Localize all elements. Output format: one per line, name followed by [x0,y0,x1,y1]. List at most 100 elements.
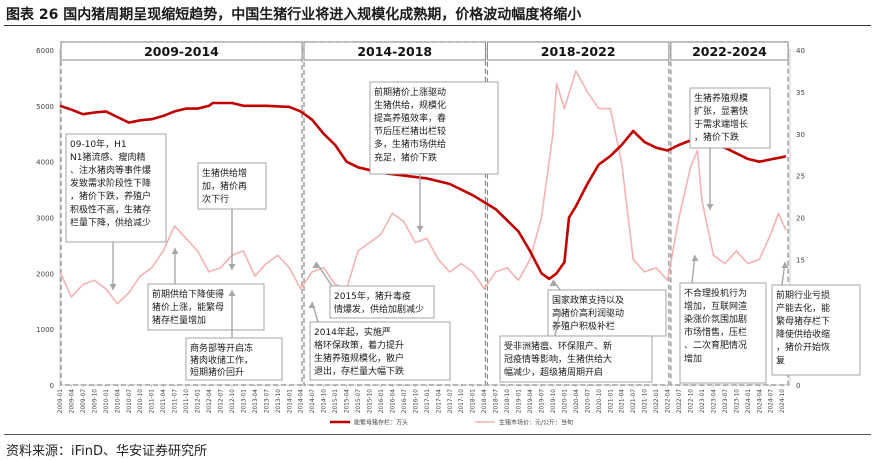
period-header [303,41,486,61]
period-label: 2009-2014 [144,44,219,59]
annotation-line: 2015年，猪升毒疫 [334,290,411,302]
annotation: 生猪供给增加，猪价再次下行 [197,162,267,270]
annotation-box [329,285,435,319]
annotation-line: 栏量下降，供给减少 [70,216,151,228]
annotation-text: 09-10年，H1 N1猪流感、瘦肉精、注水猪肉等事件爆发致需求阶段性下降，猪价下… [70,138,151,228]
title-divider [4,25,871,26]
annotation-line: 受非洲猪瘟、环保限产、新 [504,340,612,352]
annotation-line: 09-10年，H1 [70,138,127,150]
series-lines [59,70,787,305]
x-tick-label: 2019-10 [551,389,557,414]
x-tick-label: 2020-01 [562,389,568,414]
annotation-box [679,282,767,384]
x-tick-label: 2021-04 [620,389,626,414]
x-tick-label: 2023-07 [723,389,729,414]
x-tick-label: 2024-10 [780,389,786,414]
annotation-line: 节后压栏猪出栏较 [374,125,446,137]
annotation-box [369,81,499,175]
x-tick-label: 2023-10 [734,389,740,414]
x-tick-label: 2015-01 [333,389,339,414]
x-tick-label: 2009-07 [81,389,87,414]
annotation-line: 积极性不高，生猪存 [70,203,151,215]
x-axis-ticks: 2009-01 2009-04 2009-07 2009-10 2010-01 2010-… [58,385,786,413]
period-boxes: 2009-2014 2014-2018 2018-2022 2022-2024 [60,41,789,386]
x-tick-label: 2016-10 [413,389,419,414]
annotation-box [771,284,861,376]
annotation-box [499,335,653,383]
annotation-line: 多，生猪市场供给 [374,138,446,150]
annotation-arrow-head [228,290,236,296]
annotation-arrow-head [416,226,424,232]
annotation-text: 前期猪价上涨驱动生猪供给，规模化提高养殖效率，春节后压栏猪出栏较多，生猪市场供给… [374,86,446,163]
annotation-arrow-head [706,204,714,210]
annotation-line: 扩张，显著快 [694,105,748,117]
left-tick-label: 5000 [36,103,54,111]
annotation-arrow-head [556,310,564,316]
annotation: 受非洲猪瘟、环保限产、新冠疫情等影响，生猪供给大幅减少，超级猪周期开启 [499,309,653,383]
x-tick-label: 2011-01 [150,389,156,414]
annotation: 09-10年，H1 N1猪流感、瘦肉精、注水猪肉等事件爆发致需求阶段性下降，猪价下… [65,133,167,290]
annotation-box [147,283,265,331]
annotation-arrow-head [781,262,789,268]
x-tick-label: 2010-07 [127,389,133,414]
annotation-box [185,337,283,381]
annotation-line: 、二次育肥情况 [684,339,747,351]
x-tick-label: 2021-07 [631,389,637,414]
right-tick-label: 30 [796,131,805,139]
annotation-text: 前期行业亏损产能去化，能繁母猪存栏下降使供给收缩，猪价开始恢复 [776,289,830,366]
annotation-arrow [552,279,561,291]
annotation-text: 2015年，猪升毒疫情爆发，供给加剧减少 [334,290,424,315]
period-label: 2022-2024 [692,44,767,59]
x-tick-label: 2023-01 [700,389,706,414]
annotation-line: 猪价上涨，能繁母 [152,301,224,313]
x-tick-label: 2011-10 [184,389,190,414]
x-tick-label: 2019-07 [539,389,545,414]
left-tick-label: 6000 [36,47,54,55]
left-axis-ticks: 0 1000 2000 3000 4000 5000 6000 [36,47,54,390]
legend: 能繁母猪存栏：万头 生猪市场价：元/公斤：当旬 [330,419,573,427]
legend-sow-label: 能繁母猪存栏：万头 [354,419,408,427]
annotation-line: 商务部等开启冻 [190,342,253,354]
x-tick-label: 2017-01 [425,389,431,414]
chart-area: 2009-2014 2014-2018 2018-2022 2022-2024 0 10… [36,41,861,427]
period-header [486,41,670,61]
x-tick-label: 2013-01 [241,389,247,414]
x-tick-label: 2012-04 [207,389,213,414]
period-header [670,41,789,61]
annotation-line: 充足，猪价下跌 [374,151,437,163]
x-tick-label: 2021-10 [643,389,649,414]
annotation-line: 次下行 [202,193,229,205]
period-label: 2018-2022 [541,44,616,59]
annotation-text: 国家政策支持以及高猪价高利润驱动养殖户积极补栏 [552,294,624,332]
annotation: 2015年，猪升毒疫情爆发，供给加剧减少 [312,261,435,319]
annotation-arrow-head [171,248,179,254]
left-tick-label: 3000 [36,215,54,223]
annotation-arrow-head [308,302,316,308]
x-tick-label: 2011-04 [161,389,167,414]
annotation-line: ，猪价开始恢 [776,341,830,353]
legend-price-label: 生猪市场价：元/公斤：当旬 [499,419,573,427]
annotation-arrow-head [109,284,117,290]
annotation-line: N1猪流感、瘦肉精 [70,151,145,163]
annotation-line: 幅减少，超级猪周期开启 [504,366,603,378]
annotation-line: 生猪供给，规模化 [374,99,446,111]
annotation-line: 生猪养殖规模化，散户 [314,352,404,364]
annotation-line: 2014年起，实施严 [314,326,391,338]
annotation-box [309,321,451,381]
annotation-box [547,289,667,337]
x-tick-label: 2024-01 [746,389,752,414]
x-tick-label: 2021-01 [608,389,614,414]
annotation: 前期供给下降使得猪价上涨，能繁母猪存栏量增加 [147,248,265,331]
annotation-arrow-head [691,255,699,261]
annotation-line: 前期行业亏损 [776,289,830,301]
annotation-line: 前期供给下降使得 [152,288,224,300]
x-tick-label: 2014-07 [310,389,316,414]
annotation-arrow-head [228,264,236,270]
x-tick-label: 2009-04 [69,389,75,414]
x-tick-label: 2015-10 [368,389,374,414]
annotation: 前期猪价上涨驱动生猪供给，规模化提高养殖效率，春节后压栏猪出栏较多，生猪市场供给… [369,81,499,232]
annotation-line: 发致需求阶段性下降 [70,177,151,189]
x-tick-label: 2022-10 [688,389,694,414]
right-tick-label: 25 [796,173,805,181]
x-tick-label: 2016-04 [390,389,396,414]
